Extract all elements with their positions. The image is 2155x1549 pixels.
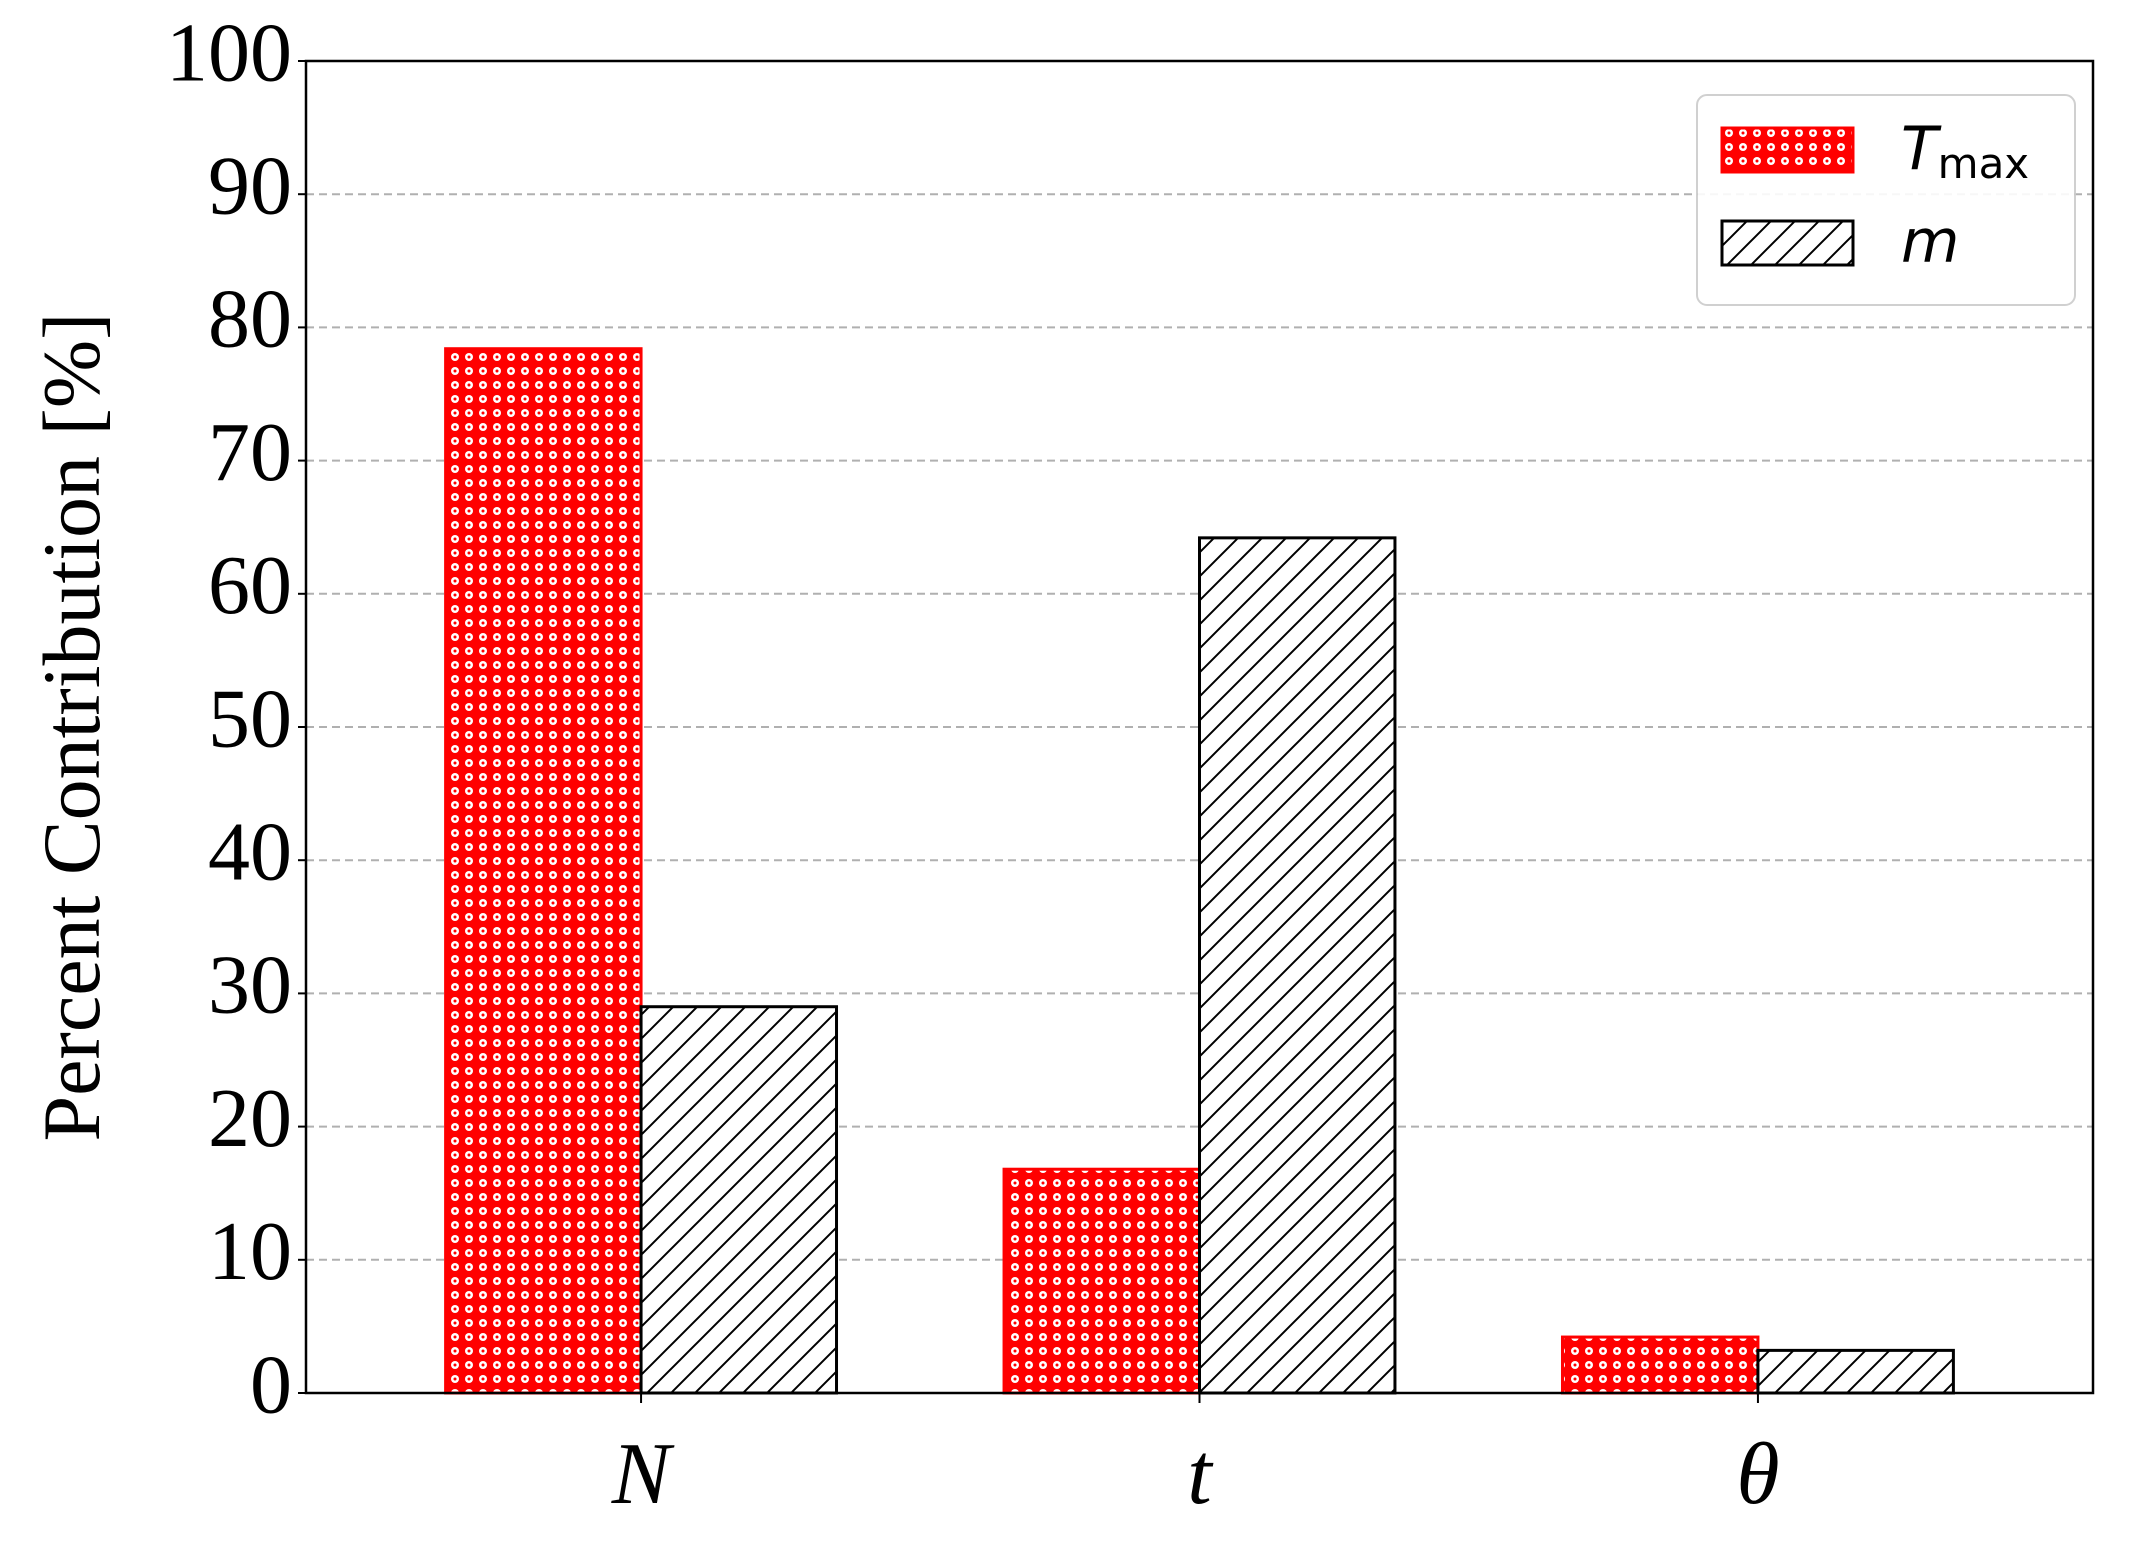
y-tick-label: 70 xyxy=(208,406,292,499)
x-tick-label: N xyxy=(611,1426,675,1523)
y-tick-label: 100 xyxy=(166,6,292,99)
x-tick-label: t xyxy=(1187,1426,1214,1523)
y-axis-label: Percent Contribution [%] xyxy=(26,313,117,1142)
y-tick-label: 0 xyxy=(250,1338,292,1431)
bar xyxy=(1756,1348,1955,1395)
y-tick-label: 40 xyxy=(208,805,292,898)
bar xyxy=(444,347,643,1395)
plot-frame xyxy=(304,59,2095,1395)
legend-label: Tmax xyxy=(1901,114,2029,188)
y-tick-label: 80 xyxy=(208,273,292,366)
legend-swatch xyxy=(1720,126,1855,174)
legend-swatch xyxy=(1720,219,1855,267)
y-tick-label: 90 xyxy=(208,139,292,232)
bar xyxy=(639,1005,839,1395)
y-tick-label: 50 xyxy=(208,672,292,765)
x-tick-label: θ xyxy=(1736,1426,1779,1523)
y-tick-label: 30 xyxy=(208,939,292,1032)
y-tick-label: 20 xyxy=(208,1072,292,1165)
bar xyxy=(1002,1167,1201,1395)
legend-label: m xyxy=(1901,207,1959,277)
y-tick-label: 10 xyxy=(208,1205,292,1298)
bar xyxy=(1560,1335,1760,1395)
bar xyxy=(1198,536,1397,1395)
y-tick-label: 60 xyxy=(208,539,292,632)
